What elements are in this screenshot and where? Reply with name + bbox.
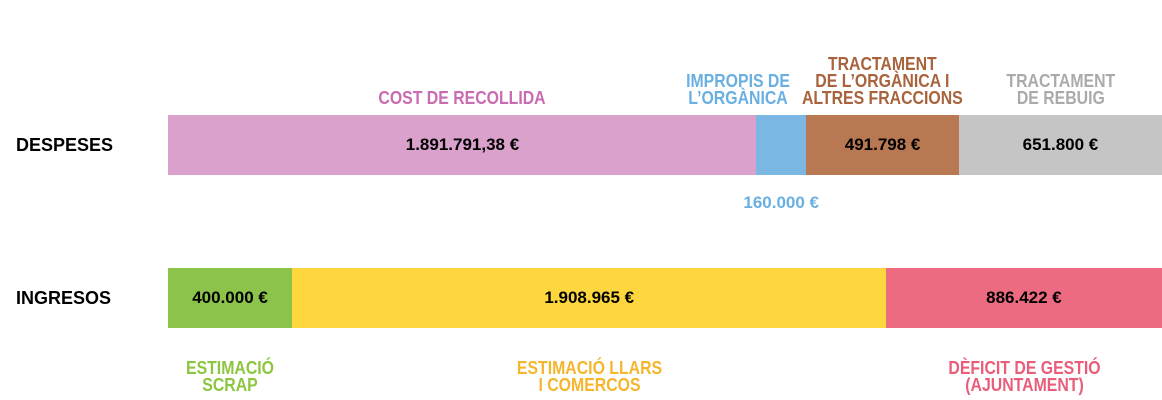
category-label: DESPESES xyxy=(16,134,114,155)
bar-segment xyxy=(168,115,757,175)
series-label: IMPROPIS DE L’ORGÀNICA xyxy=(686,71,791,108)
series-label: DÈFICIT DE GESTIÓ (AJUNTAMENT) xyxy=(948,358,1101,395)
value-label: 160.000 € xyxy=(743,193,819,212)
series-label: ESTIMACIÓ LLARS I COMERCOS xyxy=(516,358,662,395)
bar-segment xyxy=(806,115,960,175)
value-label: 1.908.965 € xyxy=(544,288,635,307)
series-label: TRACTAMENT DE L’ORGÀNICA I ALTRES FRACCI… xyxy=(802,54,963,108)
series-label: ESTIMACIÓ SCRAP xyxy=(186,358,275,395)
series-label: COST DE RECOLLIDA xyxy=(378,88,546,108)
value-label: 400.000 € xyxy=(192,288,268,307)
value-label: 651.800 € xyxy=(1022,135,1099,154)
bar-segment xyxy=(168,268,293,328)
bar-segment xyxy=(292,268,887,328)
bar-segment xyxy=(886,268,1162,328)
value-label: 1.891.791,38 € xyxy=(405,135,520,154)
bar-segment xyxy=(756,115,807,175)
value-label: 491.798 € xyxy=(844,135,921,154)
series-label: TRACTAMENT DE REBUIG xyxy=(1006,71,1115,108)
bar-segment xyxy=(959,115,1162,175)
value-label: 886.422 € xyxy=(986,288,1062,307)
category-label: INGRESOS xyxy=(16,287,112,308)
